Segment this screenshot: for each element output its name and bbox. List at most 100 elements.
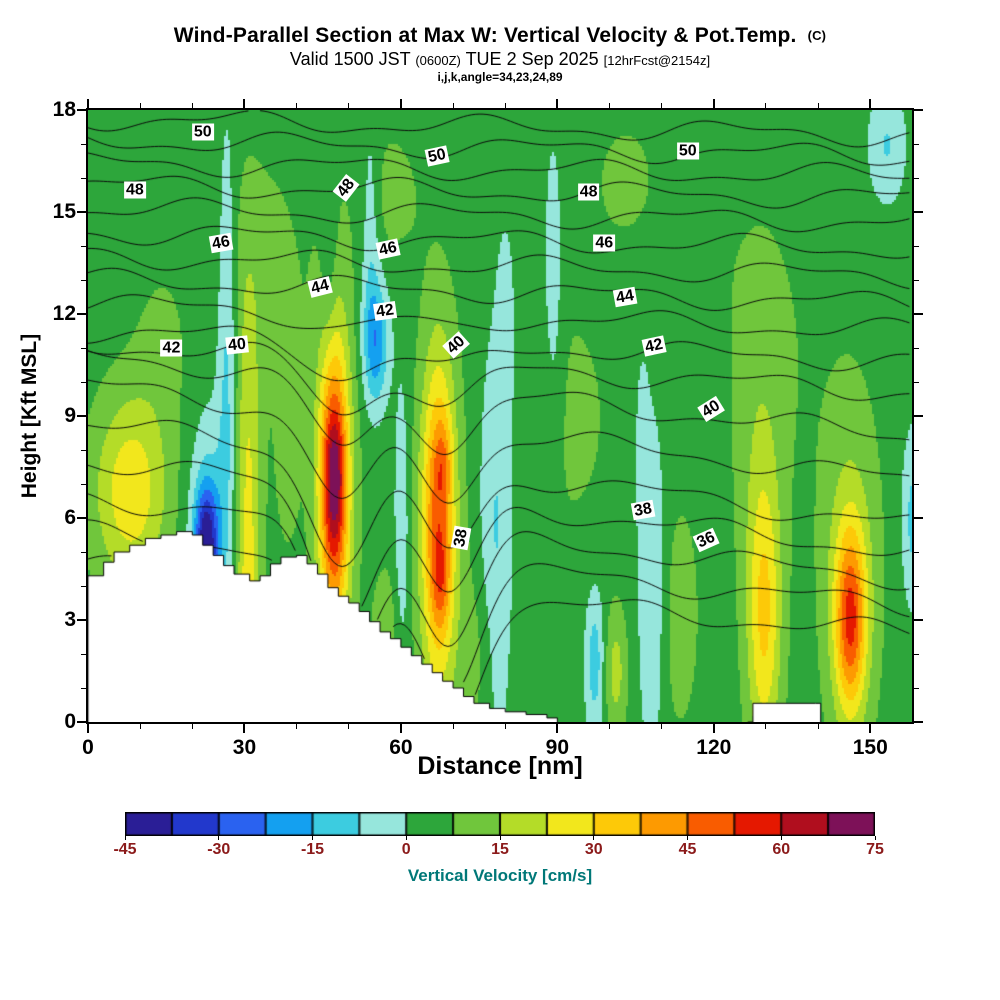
axis-tick [914,517,923,519]
axis-tick [77,619,86,621]
isentrope-label-48: 48 [577,183,600,201]
axis-tick [817,724,819,729]
axis-tick [81,279,86,281]
axis-tick [81,449,86,451]
y-tick-label-6: 6 [64,506,76,529]
y-axis-title: Height [Kft MSL] [18,333,41,499]
axis-tick [348,724,350,729]
axis-tick [661,103,663,108]
axis-tick [817,103,819,108]
valid-time-zulu: (0600Z) [415,53,461,68]
axis-tick [191,724,193,729]
x-tick-label-90: 90 [545,736,570,759]
axis-tick [504,103,506,108]
chart-title: Wind-Parallel Section at Max W: Vertical… [0,24,1000,48]
axis-tick [765,103,767,108]
title-block: Wind-Parallel Section at Max W: Vertical… [0,24,1000,84]
colorbar-tick [312,836,313,840]
axis-tick [348,103,350,108]
y-tick-label-15: 15 [52,200,76,223]
colorbar: -45 -30 -15 0 15 30 45 60 75 Vertical Velocity [… [113,812,884,892]
x-axis-title: Distance [nm] [417,752,583,780]
grid-params-line: i,j,k,angle=34,23,24,89 [437,70,563,84]
axis-tick [914,279,919,281]
axis-tick [81,585,86,587]
velocity-field-canvas [88,110,912,722]
colorbar-tick-label-30: 30 [584,841,603,858]
colorbar-tick [593,836,595,840]
axis-tick [914,415,923,417]
y-tick-label-12: 12 [52,302,76,325]
isentrope-label-46: 46 [208,232,234,253]
axis-tick [81,177,86,179]
axis-tick [81,687,86,689]
axis-tick [243,99,246,108]
isentrope-label-38: 38 [450,526,472,551]
colorbar-tick [218,836,220,840]
axis-tick [869,724,872,733]
y-tick-label-9: 9 [64,404,76,427]
axis-tick [765,724,767,729]
axis-tick [914,653,919,655]
isentrope-label-40: 40 [224,335,249,355]
axis-tick [87,724,89,733]
colorbar-tick-label-15: 15 [491,841,509,858]
axis-tick [914,177,919,179]
colorbar-tick-label-75: 75 [866,841,884,858]
x-tick-label-60: 60 [389,736,413,759]
colorbar-tick [874,836,876,840]
axis-tick [139,724,141,729]
colorbar-tick [405,836,407,840]
axis-tick [609,103,611,108]
valid-time-pre: Valid 1500 JST [289,49,411,69]
plot-area [86,108,914,724]
axis-tick [914,585,919,587]
axis-tick [914,347,919,349]
y-tick-label-0: 0 [64,710,76,733]
axis-tick [81,483,86,485]
axis-tick [81,381,86,383]
colorbar-tick [687,836,688,840]
axis-tick [81,143,86,145]
x-tick-label-150: 150 [852,736,888,759]
chart-title-units: (C) [807,28,827,43]
isentrope-label-46: 46 [593,234,616,252]
x-tick-label-120: 120 [696,736,732,759]
axis-tick [712,99,715,108]
colorbar-tick-label-0: 0 [401,841,411,858]
isentrope-label-50: 50 [191,123,214,141]
axis-tick [77,211,86,213]
valid-time-date: TUE 2 Sep 2025 [465,49,599,69]
axis-tick [77,721,86,723]
axis-tick [556,724,559,733]
x-tick-label-30: 30 [232,736,257,759]
colorbar-tick [499,836,501,840]
axis-tick [243,724,246,733]
colorbar-title: Vertical Velocity [cm/s] [407,866,593,885]
axis-tick [914,381,919,383]
colorbar-tick [780,836,782,840]
x-tick-label-0: 0 [82,736,94,759]
axis-tick [609,724,611,729]
forecast-tag: [12hrFcst@2154z] [603,53,711,68]
colorbar-tick-label-60: 60 [772,841,791,858]
axis-tick [81,551,86,553]
isentrope-label-48: 48 [124,181,146,199]
axis-tick [399,724,402,733]
axis-tick [296,724,298,729]
colorbar-tick-label--45: -45 [113,841,137,858]
isentrope-label-42: 42 [160,339,183,357]
axis-tick [914,313,923,315]
axis-tick [556,99,559,108]
axis-tick [914,619,923,621]
isentrope-label-50: 50 [676,142,699,160]
colorbar-tick [124,836,126,840]
axis-tick [139,103,141,108]
axis-tick [869,99,872,108]
axis-tick [77,109,86,111]
axis-tick [914,551,919,553]
axis-tick [77,517,86,519]
axis-tick [712,724,715,733]
y-tick-label-3: 3 [64,608,76,631]
